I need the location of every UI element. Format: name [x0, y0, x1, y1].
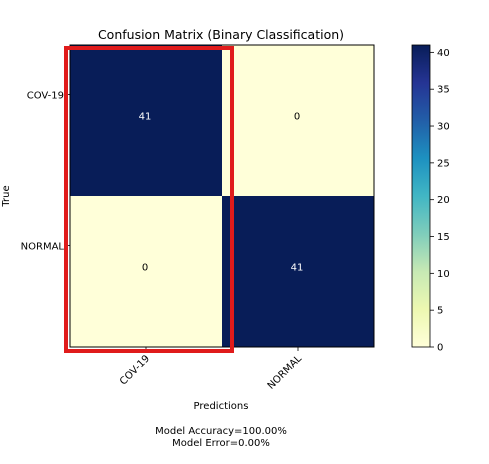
x-axis-label: Predictions [194, 401, 249, 412]
y-tick-label: NORMAL [21, 242, 65, 253]
colorbar-tick-label: 10 [437, 269, 450, 280]
heatmap-cell [222, 196, 374, 347]
heatmap-cell-labels: 41 0 0 41 [139, 112, 304, 274]
model-error-text: Model Error=0.00% [172, 438, 270, 449]
colorbar-tick-label: 15 [437, 232, 450, 243]
colorbar-tick-label: 0 [437, 343, 443, 354]
colorbar-tick-label: 5 [437, 306, 443, 317]
heatmap-cells [70, 45, 374, 347]
colorbar-ticks: 0 5 10 15 20 25 30 35 40 [430, 48, 450, 354]
y-tick-label: COV-19 [27, 91, 64, 102]
colorbar-tick-label: 25 [437, 158, 450, 169]
y-axis-ticks: COV-19 NORMAL [21, 91, 70, 253]
x-tick-label: NORMAL [266, 353, 305, 392]
cell-value-label: 41 [139, 112, 152, 123]
colorbar [411, 44, 431, 348]
cell-value-label: 0 [294, 112, 300, 123]
colorbar-tick-label: 40 [437, 48, 450, 59]
heatmap-cell [70, 196, 222, 347]
colorbar-tick-label: 30 [437, 122, 450, 133]
x-tick-label: COV-19 [118, 353, 152, 387]
model-accuracy-text: Model Accuracy=100.00% [155, 426, 287, 437]
y-axis-label: True [1, 185, 12, 207]
colorbar-tick-label: 35 [437, 85, 450, 96]
x-axis-ticks: COV-19 NORMAL [118, 347, 304, 392]
heatmap-cell [222, 45, 374, 196]
cell-value-label: 41 [291, 263, 304, 274]
plot-frame [69, 44, 375, 348]
chart-title: Confusion Matrix (Binary Classification) [98, 27, 344, 42]
colorbar-tick-label: 20 [437, 195, 450, 206]
cell-value-label: 0 [142, 263, 148, 274]
highlight-box [64, 46, 234, 353]
heatmap-cell [70, 45, 222, 196]
